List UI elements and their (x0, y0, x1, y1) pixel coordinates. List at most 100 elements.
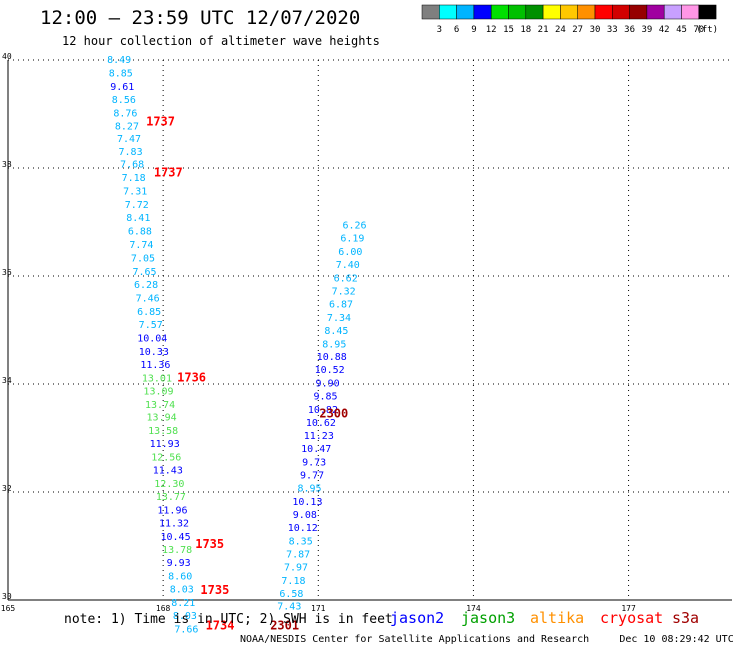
swh-value: 7.40 (336, 260, 360, 271)
x-tick-label: 174 (466, 604, 481, 613)
swh-value: 7.46 (136, 293, 160, 304)
chart-title: 12:00 – 23:59 UTC 12/07/2020 (40, 7, 361, 29)
swh-value: 10.88 (317, 352, 347, 363)
swh-value: 6.58 (279, 589, 303, 600)
x-tick-label: 168 (156, 604, 171, 613)
swh-value: 6.88 (128, 226, 152, 237)
swh-value: 13.09 (143, 386, 173, 397)
legend-jason3: jason3 (461, 609, 516, 627)
swh-value: 9.93 (167, 558, 191, 569)
colorbar-tick-label: 45 (676, 25, 687, 35)
swh-value: 8.85 (109, 69, 133, 80)
swh-value: 7.43 (277, 602, 301, 613)
colorbar-tick-label: 3 (437, 25, 442, 35)
swh-value: 11.32 (159, 519, 189, 530)
swh-value: 9.61 (110, 82, 134, 93)
swh-value: 9.77 (300, 471, 324, 482)
colorbar-tick-label: 39 (641, 25, 652, 35)
colorbar-tick-label: 30 (590, 25, 601, 35)
swh-value: 8.76 (113, 109, 137, 120)
colorbar-tick-label: 12 (486, 25, 497, 35)
swh-value: 10.04 (137, 333, 167, 344)
swh-value: 10.33 (139, 347, 169, 358)
swh-value: 13.77 (156, 492, 186, 503)
swh-value: 10.52 (315, 365, 345, 376)
swh-value: 8.35 (289, 536, 313, 547)
swh-value: 7.83 (119, 147, 143, 158)
swh-value: 11.43 (153, 466, 183, 477)
legend-jason2: jason2 (390, 609, 445, 627)
swh-value: 8.95 (322, 339, 346, 350)
swh-value: 8.95 (297, 483, 321, 494)
swh-value: 8.56 (112, 95, 136, 106)
swh-value: 7.87 (286, 549, 310, 560)
swh-value: 11.93 (150, 439, 180, 450)
swh-value: 7.18 (281, 576, 305, 587)
colorbar-tick-label: 21 (538, 25, 549, 35)
swh-value: 6.26 (342, 220, 366, 231)
swh-value: 7.57 (139, 320, 163, 331)
time-label: 1735 (195, 537, 224, 551)
footer-credit-text: NOAA/NESDIS Center for Satellite Applica… (240, 634, 590, 645)
swh-value: 7.47 (117, 134, 141, 145)
footer-note: note: 1) Time is in UTC; 2) SWH is in fe… (64, 612, 393, 627)
colorbar-unit: (ft) (696, 25, 718, 35)
colorbar-tick-label: 27 (572, 25, 583, 35)
legend-altika: altika (530, 609, 585, 627)
swh-value: 7.74 (129, 240, 153, 251)
swh-value: 13.94 (147, 413, 177, 424)
swh-value: 11.96 (157, 506, 187, 517)
swh-value: 8.21 (171, 598, 195, 609)
swh-value: 6.87 (329, 299, 353, 310)
swh-value: 12.30 (154, 479, 184, 490)
y-tick-label: 36 (2, 268, 12, 277)
swh-value: 7.66 (174, 624, 198, 635)
time-label: 2301 (270, 619, 299, 633)
swh-value: 10.82 (308, 405, 338, 416)
footer-spacer (595, 634, 613, 645)
swh-value: 8.41 (126, 213, 150, 224)
swh-value: 10.13 (292, 497, 322, 508)
colorbar-swatch (698, 4, 717, 20)
x-tick-label: 165 (1, 604, 16, 613)
swh-value: 6.85 (137, 307, 161, 318)
swh-value: 7.32 (332, 286, 356, 297)
swh-value: 8.45 (324, 326, 348, 337)
swh-value: 7.97 (284, 562, 308, 573)
swh-value: 9.08 (293, 510, 317, 521)
swh-value: 7.05 (131, 253, 155, 264)
swh-value: 10.12 (288, 523, 318, 534)
x-tick-label: 177 (621, 604, 636, 613)
colorbar-tick-label: 15 (503, 25, 514, 35)
legend-cryosat: cryosat (600, 609, 664, 627)
chart-subtitle: 12 hour collection of altimeter wave hei… (62, 34, 380, 48)
swh-value: 11.36 (140, 360, 170, 371)
swh-value: 13.01 (142, 373, 172, 384)
swh-value: 13.78 (162, 545, 192, 556)
swh-value: 13.74 (145, 400, 175, 411)
swh-value: 7.34 (327, 313, 351, 324)
swh-value: 7.72 (125, 200, 149, 211)
colorbar-tick-label: 9 (471, 25, 476, 35)
swh-value: 10.47 (301, 444, 331, 455)
colorbar-tick-label: 33 (607, 25, 618, 35)
swh-value: 7.68 (120, 159, 144, 170)
swh-value: 9.73 (302, 458, 326, 469)
colorbar-tick-label: 70 (693, 25, 704, 35)
time-label: 2300 (319, 406, 348, 420)
time-label: 1735 (200, 583, 229, 597)
y-tick-label: 38 (2, 160, 12, 169)
colorbar-tick-label: 6 (454, 25, 459, 35)
swh-value: 11.23 (304, 431, 334, 442)
swh-value: 10.45 (160, 532, 190, 543)
footer-credit: NOAA/NESDIS Center for Satellite Applica… (240, 634, 740, 645)
swh-value: 13.58 (148, 426, 178, 437)
footer-timestamp: Dec 10 08:29:42 UTC 2020 (619, 634, 740, 645)
y-tick-label: 34 (2, 376, 12, 385)
swh-value: 8.03 (173, 611, 197, 622)
time-label: 1736 (177, 370, 206, 384)
swh-value: 8.60 (168, 571, 192, 582)
swh-value: 8.03 (170, 584, 194, 595)
